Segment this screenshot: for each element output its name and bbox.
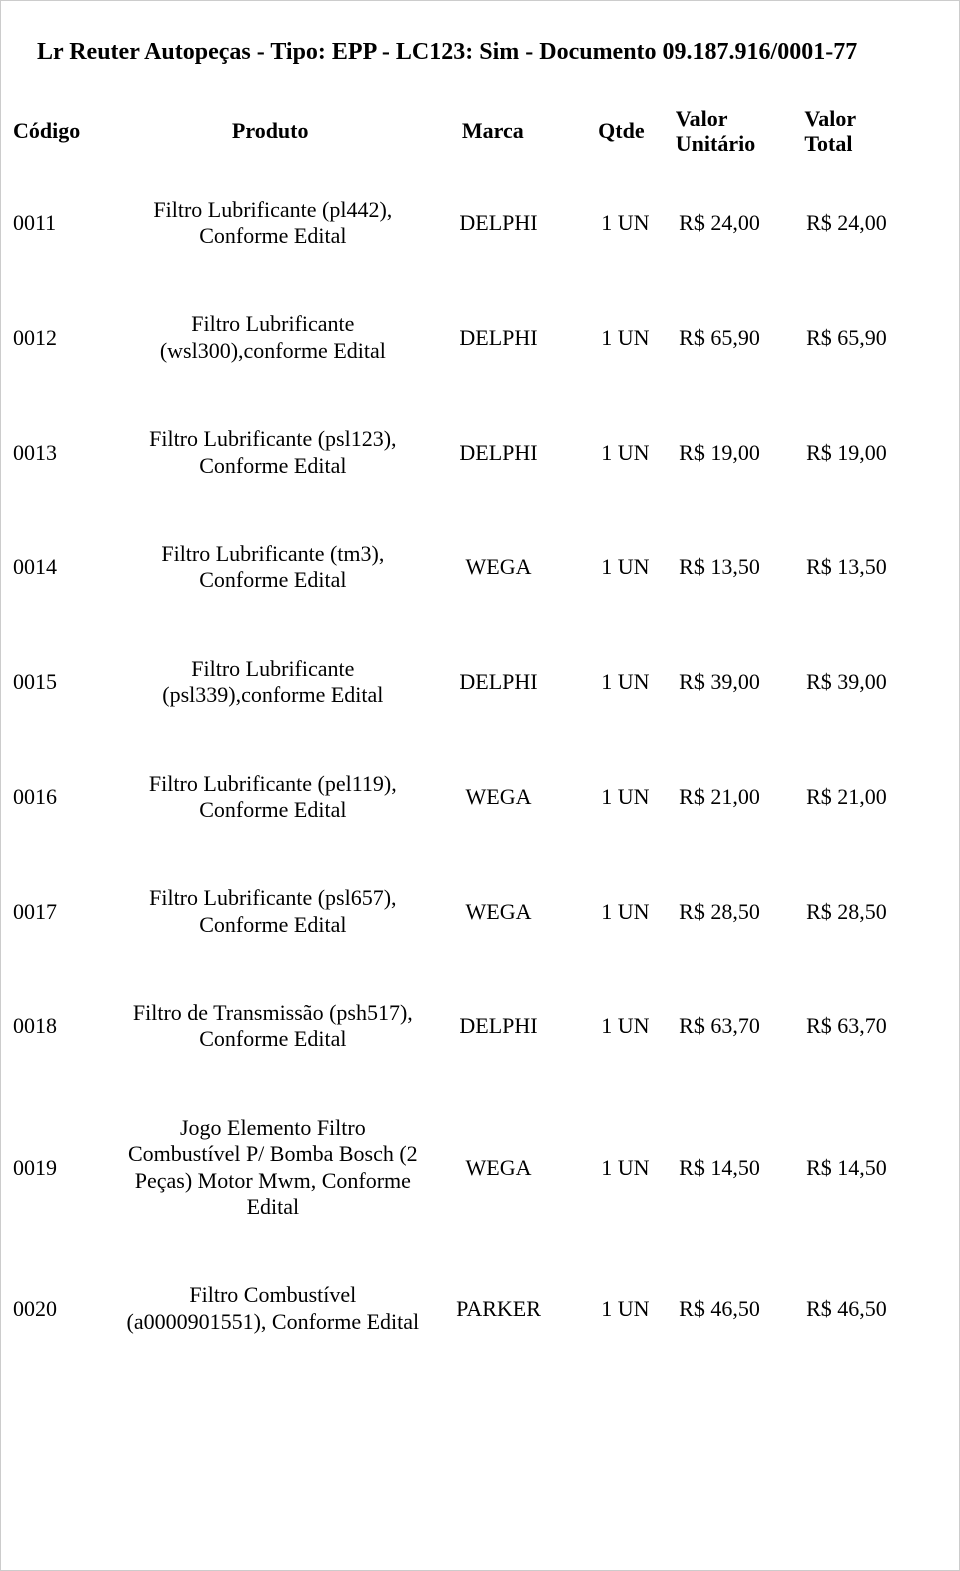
cell-qtde: 1 UN [572,1296,679,1322]
cell-vtotal: R$ 21,00 [806,784,933,810]
header-valor-unitario-l2: Unitário [676,131,755,156]
cell-produto: Filtro Lubrificante (pel119), Conforme E… [120,771,425,824]
cell-produto: Filtro Lubrificante (tm3), Conforme Edit… [120,541,425,594]
cell-qtde: 1 UN [572,784,679,810]
cell-produto: Filtro Lubrificante (psl339),conforme Ed… [120,656,425,709]
cell-vunit: R$ 21,00 [679,784,806,810]
header-marca: Marca [419,118,567,144]
header-valor-total-l2: Total [804,131,852,156]
cell-vtotal: R$ 39,00 [806,669,933,695]
cell-codigo: 0017 [9,899,120,925]
table-row: 0014 Filtro Lubrificante (tm3), Conforme… [9,541,933,594]
cell-vunit: R$ 39,00 [679,669,806,695]
cell-marca: WEGA [425,1155,571,1181]
table-row: 0013 Filtro Lubrificante (psl123), Confo… [9,426,933,479]
header-valor-unitario-l1: Valor [676,106,728,131]
cell-produto: Filtro Lubrificante (wsl300),conforme Ed… [120,311,425,364]
cell-marca: DELPHI [425,210,571,236]
cell-vunit: R$ 28,50 [679,899,806,925]
cell-qtde: 1 UN [572,1155,679,1181]
cell-qtde: 1 UN [572,210,679,236]
cell-vtotal: R$ 14,50 [806,1155,933,1181]
header-produto: Produto [122,118,419,144]
cell-vtotal: R$ 19,00 [806,440,933,466]
cell-marca: DELPHI [425,440,571,466]
cell-marca: WEGA [425,784,571,810]
cell-vtotal: R$ 63,70 [806,1013,933,1039]
cell-qtde: 1 UN [572,1013,679,1039]
cell-codigo: 0011 [9,210,120,236]
cell-produto: Filtro Combustível (a0000901551), Confor… [120,1282,425,1335]
cell-codigo: 0015 [9,669,120,695]
table-row: 0011 Filtro Lubrificante (pl442), Confor… [9,197,933,250]
cell-produto: Filtro Lubrificante (psl657), Conforme E… [120,885,425,938]
cell-vunit: R$ 19,00 [679,440,806,466]
cell-codigo: 0019 [9,1155,120,1181]
cell-vtotal: R$ 28,50 [806,899,933,925]
document-page: Lr Reuter Autopeças - Tipo: EPP - LC123:… [0,0,960,1571]
cell-codigo: 0018 [9,1013,120,1039]
header-codigo: Código [9,118,122,144]
cell-marca: WEGA [425,899,571,925]
cell-vtotal: R$ 13,50 [806,554,933,580]
header-valor-unitario: Valor Unitário [676,106,805,157]
cell-vunit: R$ 46,50 [679,1296,806,1322]
cell-codigo: 0016 [9,784,120,810]
cell-marca: DELPHI [425,1013,571,1039]
table-header-row: Código Produto Marca Qtde Valor Unitário… [9,106,933,157]
cell-marca: DELPHI [425,325,571,351]
cell-vunit: R$ 63,70 [679,1013,806,1039]
cell-produto: Jogo Elemento Filtro Combustível P/ Bomb… [120,1115,425,1221]
cell-vtotal: R$ 65,90 [806,325,933,351]
cell-qtde: 1 UN [572,325,679,351]
header-valor-total: Valor Total [804,106,933,157]
cell-qtde: 1 UN [572,899,679,925]
cell-codigo: 0014 [9,554,120,580]
cell-produto: Filtro Lubrificante (psl123), Conforme E… [120,426,425,479]
page-title: Lr Reuter Autopeças - Tipo: EPP - LC123:… [37,39,931,66]
cell-marca: PARKER [425,1296,571,1322]
table-row: 0015 Filtro Lubrificante (psl339),confor… [9,656,933,709]
table-row: 0020 Filtro Combustível (a0000901551), C… [9,1282,933,1335]
cell-marca: WEGA [425,554,571,580]
cell-vunit: R$ 65,90 [679,325,806,351]
cell-vtotal: R$ 24,00 [806,210,933,236]
cell-vtotal: R$ 46,50 [806,1296,933,1322]
cell-marca: DELPHI [425,669,571,695]
cell-vunit: R$ 14,50 [679,1155,806,1181]
cell-codigo: 0020 [9,1296,120,1322]
header-valor-total-l1: Valor [804,106,856,131]
cell-codigo: 0013 [9,440,120,466]
cell-produto: Filtro Lubrificante (pl442), Conforme Ed… [120,197,425,250]
cell-vunit: R$ 13,50 [679,554,806,580]
cell-qtde: 1 UN [572,554,679,580]
table-row: 0016 Filtro Lubrificante (pel119), Confo… [9,771,933,824]
table-row: 0019 Jogo Elemento Filtro Combustível P/… [9,1115,933,1221]
table-row: 0012 Filtro Lubrificante (wsl300),confor… [9,311,933,364]
cell-produto: Filtro de Transmissão (psh517), Conforme… [120,1000,425,1053]
header-qtde: Qtde [567,118,676,144]
cell-qtde: 1 UN [572,440,679,466]
cell-qtde: 1 UN [572,669,679,695]
cell-vunit: R$ 24,00 [679,210,806,236]
cell-codigo: 0012 [9,325,120,351]
table-row: 0018 Filtro de Transmissão (psh517), Con… [9,1000,933,1053]
table-row: 0017 Filtro Lubrificante (psl657), Confo… [9,885,933,938]
